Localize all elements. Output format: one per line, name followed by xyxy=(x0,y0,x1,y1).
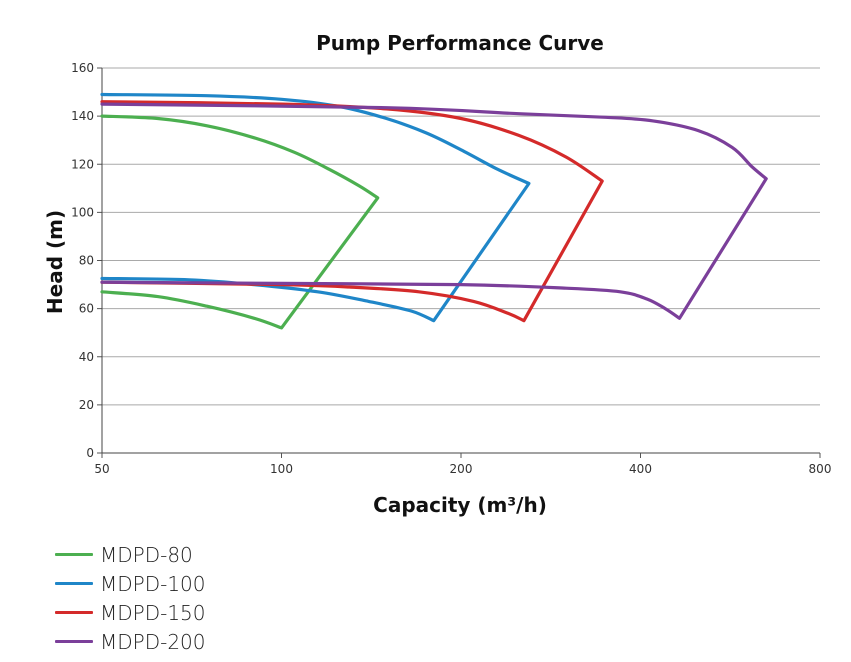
y-tick-label: 20 xyxy=(79,398,94,412)
y-tick-label: 60 xyxy=(79,302,94,316)
y-tick-label: 120 xyxy=(71,157,94,171)
y-tick-labels: 0 20 40 60 80 100 120 140 160 xyxy=(71,61,94,460)
series-lines xyxy=(100,92,768,330)
legend: MDPD-80 MDPD-100 MDPD-150 MDPD-200 xyxy=(55,540,206,656)
x-axis-label: Capacity (m³/h) xyxy=(373,493,547,517)
legend-label: MDPD-200 xyxy=(100,629,206,654)
y-tick-label: 140 xyxy=(71,109,94,123)
legend-swatch xyxy=(55,553,93,556)
y-tick-label: 0 xyxy=(86,446,94,460)
y-tick-label: 160 xyxy=(71,61,94,75)
y-tick-label: 40 xyxy=(79,350,94,364)
x-tick-labels: 50 100 200 400 800 xyxy=(94,462,831,476)
x-tick-label: 200 xyxy=(450,462,473,476)
x-tick-label: 800 xyxy=(809,462,832,476)
legend-item: MDPD-200 xyxy=(55,627,206,656)
axes xyxy=(97,67,821,458)
legend-swatch xyxy=(55,582,93,585)
x-tick-label: 100 xyxy=(270,462,293,476)
legend-label: MDPD-150 xyxy=(100,600,206,625)
legend-label: MDPD-100 xyxy=(100,571,206,596)
series-line-mdpd-80 xyxy=(100,114,380,330)
y-axis-label: Head (m) xyxy=(43,210,67,314)
series-line-mdpd-200 xyxy=(100,102,768,320)
legend-swatch xyxy=(55,640,93,643)
chart-title: Pump Performance Curve xyxy=(316,31,604,55)
y-tick-label: 100 xyxy=(71,205,94,219)
x-tick-label: 400 xyxy=(629,462,652,476)
legend-swatch xyxy=(55,611,93,614)
legend-item: MDPD-100 xyxy=(55,569,206,598)
legend-item: MDPD-150 xyxy=(55,598,206,627)
x-tick-label: 50 xyxy=(94,462,109,476)
y-tick-label: 80 xyxy=(79,254,94,268)
legend-label: MDPD-80 xyxy=(100,542,193,567)
legend-item: MDPD-80 xyxy=(55,540,206,569)
